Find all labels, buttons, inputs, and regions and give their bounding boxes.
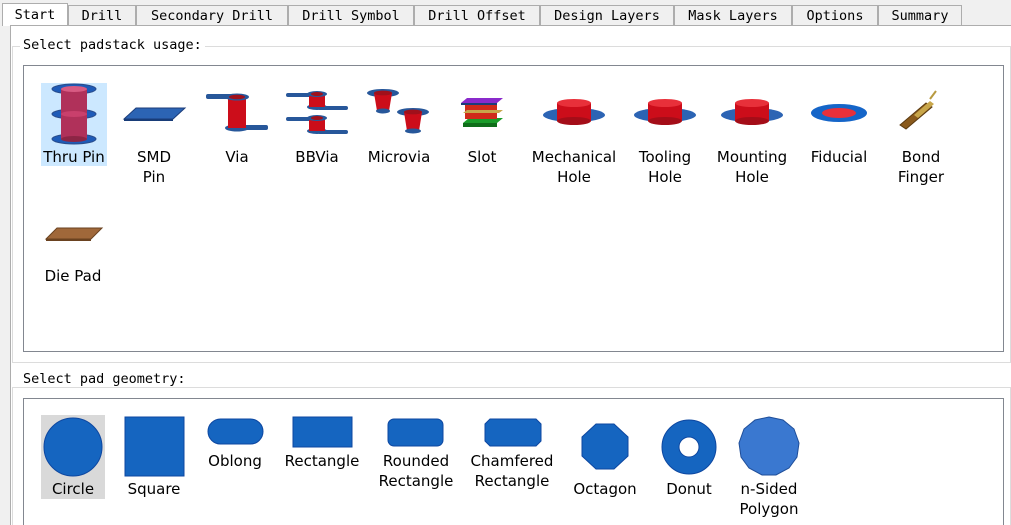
usage-item-fiducial[interactable]: Fiducial [804, 83, 874, 166]
usage-item-label: Bond Finger [897, 148, 945, 186]
usage-item-label: Mechanical Hole [531, 148, 617, 186]
circle-icon [43, 417, 103, 477]
mechanical-hole-icon [543, 99, 605, 125]
usage-item-slot[interactable]: Slot [447, 83, 517, 166]
geometry-item-chamfered-rectangle[interactable]: Chamfered Rectangle [467, 415, 557, 491]
usage-item-thru-pin[interactable]: Thru Pin [41, 83, 107, 166]
tab-drill-symbol[interactable]: Drill Symbol [288, 5, 414, 25]
usage-item-mechanical-hole[interactable]: Mechanical Hole [529, 83, 619, 186]
usage-item-label: Mounting Hole [716, 148, 788, 186]
oblong-icon [207, 418, 264, 445]
usage-item-label: BBVia [295, 148, 339, 166]
usage-item-label: SMD Pin [136, 148, 171, 186]
tab-bar: Start Drill Secondary Drill Drill Symbol… [0, 0, 1011, 26]
thru-pin-icon [51, 83, 97, 145]
geometry-item-oblong[interactable]: Oblong [202, 415, 268, 471]
usage-item-smd-pin[interactable]: SMD Pin [119, 83, 189, 186]
usage-item-bond-finger[interactable]: Bond Finger [886, 83, 956, 186]
tab-start[interactable]: Start [2, 3, 68, 26]
geometry-item-label: Chamfered Rectangle [470, 452, 554, 490]
tooling-hole-icon [634, 99, 696, 125]
usage-item-via[interactable]: Via [202, 83, 272, 166]
geometry-item-label: Rectangle [284, 452, 360, 470]
usage-item-bbvia[interactable]: BBVia [282, 83, 352, 166]
usage-item-microvia[interactable]: Microvia [361, 83, 437, 166]
mounting-hole-icon [721, 99, 783, 125]
geometry-item-donut[interactable]: Donut [654, 415, 724, 499]
geometry-item-label: Rounded Rectangle [378, 452, 454, 490]
microvia-icon [367, 89, 429, 134]
slot-icon [461, 98, 503, 127]
usage-item-label: Microvia [367, 148, 431, 166]
die-pad-icon [44, 227, 104, 241]
tab-mask-layers[interactable]: Mask Layers [674, 5, 792, 25]
padstack-usage-list[interactable]: Thru Pin SMD Pin Via [23, 65, 1004, 352]
n-sided-polygon-icon [738, 416, 800, 476]
chamfered-rectangle-icon [484, 418, 542, 447]
bbvia-icon [286, 91, 348, 134]
geometry-item-label: n-Sided Polygon [739, 480, 799, 518]
geometry-item-rounded-rectangle[interactable]: Rounded Rectangle [374, 415, 458, 491]
usage-item-tooling-hole[interactable]: Tooling Hole [630, 83, 700, 186]
padstack-usage-title: Select padstack usage: [20, 37, 205, 53]
tab-summary[interactable]: Summary [878, 5, 962, 25]
bond-finger-icon [899, 90, 937, 130]
geometry-item-label: Circle [51, 480, 95, 498]
geometry-item-label: Square [127, 480, 181, 498]
geometry-item-n-sided-polygon[interactable]: n-Sided Polygon [734, 415, 804, 519]
rounded-rectangle-icon [387, 418, 444, 447]
geometry-item-label: Octagon [573, 480, 637, 498]
tab-options[interactable]: Options [792, 5, 878, 25]
pad-geometry-list[interactable]: Circle Square Oblong Rectangle Rounded R… [23, 398, 1004, 525]
geometry-item-label: Donut [666, 480, 712, 498]
usage-item-die-pad[interactable]: Die Pad [38, 206, 108, 289]
usage-item-label: Via [225, 148, 249, 166]
tab-drill[interactable]: Drill [68, 5, 136, 25]
tab-drill-offset[interactable]: Drill Offset [414, 5, 540, 25]
usage-item-label: Die Pad [44, 267, 102, 285]
donut-icon [661, 419, 717, 475]
tab-secondary-drill[interactable]: Secondary Drill [136, 5, 288, 25]
usage-item-label: Fiducial [810, 148, 868, 166]
usage-item-label: Thru Pin [43, 148, 105, 166]
tab-design-layers[interactable]: Design Layers [540, 5, 674, 25]
geometry-item-square[interactable]: Square [121, 415, 187, 499]
rectangle-icon [292, 416, 353, 448]
geometry-item-label: Oblong [208, 452, 262, 470]
square-icon [124, 416, 185, 477]
via-icon [206, 93, 268, 132]
smd-pin-icon [122, 107, 187, 121]
octagon-icon [581, 423, 629, 470]
pad-geometry-title: Select pad geometry: [20, 371, 189, 387]
usage-item-label: Slot [467, 148, 497, 166]
usage-item-label: Tooling Hole [638, 148, 692, 186]
geometry-item-octagon[interactable]: Octagon [570, 415, 640, 499]
fiducial-icon [811, 104, 867, 122]
usage-item-mounting-hole[interactable]: Mounting Hole [712, 83, 792, 186]
geometry-item-rectangle[interactable]: Rectangle [280, 415, 364, 471]
geometry-item-circle[interactable]: Circle [41, 415, 105, 499]
